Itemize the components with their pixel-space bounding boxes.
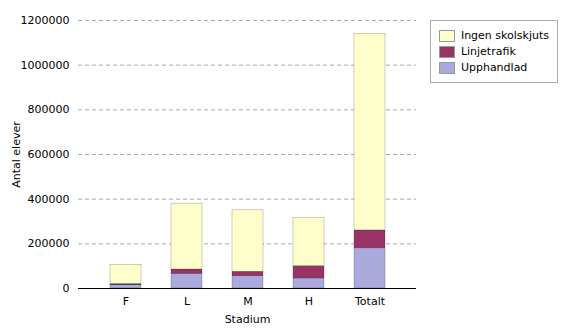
svg-text:L: L [184,295,191,308]
svg-text:800000: 800000 [28,103,70,116]
svg-text:Stadium: Stadium [225,313,271,326]
html-text:Ingen skolskjuts: Ingen skolskjuts [460,29,549,42]
svg-text:0: 0 [63,282,70,295]
html-text:Linjetrafik: Linjetrafik [460,45,516,58]
html-text:Upphandlad: Upphandlad [460,61,528,74]
svg-text:M: M [243,295,253,308]
svg-text:1200000: 1200000 [21,14,70,27]
svg-text:200000: 200000 [28,237,70,250]
svg-text:Totalt: Totalt [354,295,386,308]
svg-text:600000: 600000 [28,148,70,161]
svg-text:F: F [123,295,129,308]
svg-text:Antal elever: Antal elever [10,121,23,188]
svg-text:H: H [305,295,313,308]
svg-text:400000: 400000 [28,193,70,206]
svg-text:1000000: 1000000 [21,59,70,72]
